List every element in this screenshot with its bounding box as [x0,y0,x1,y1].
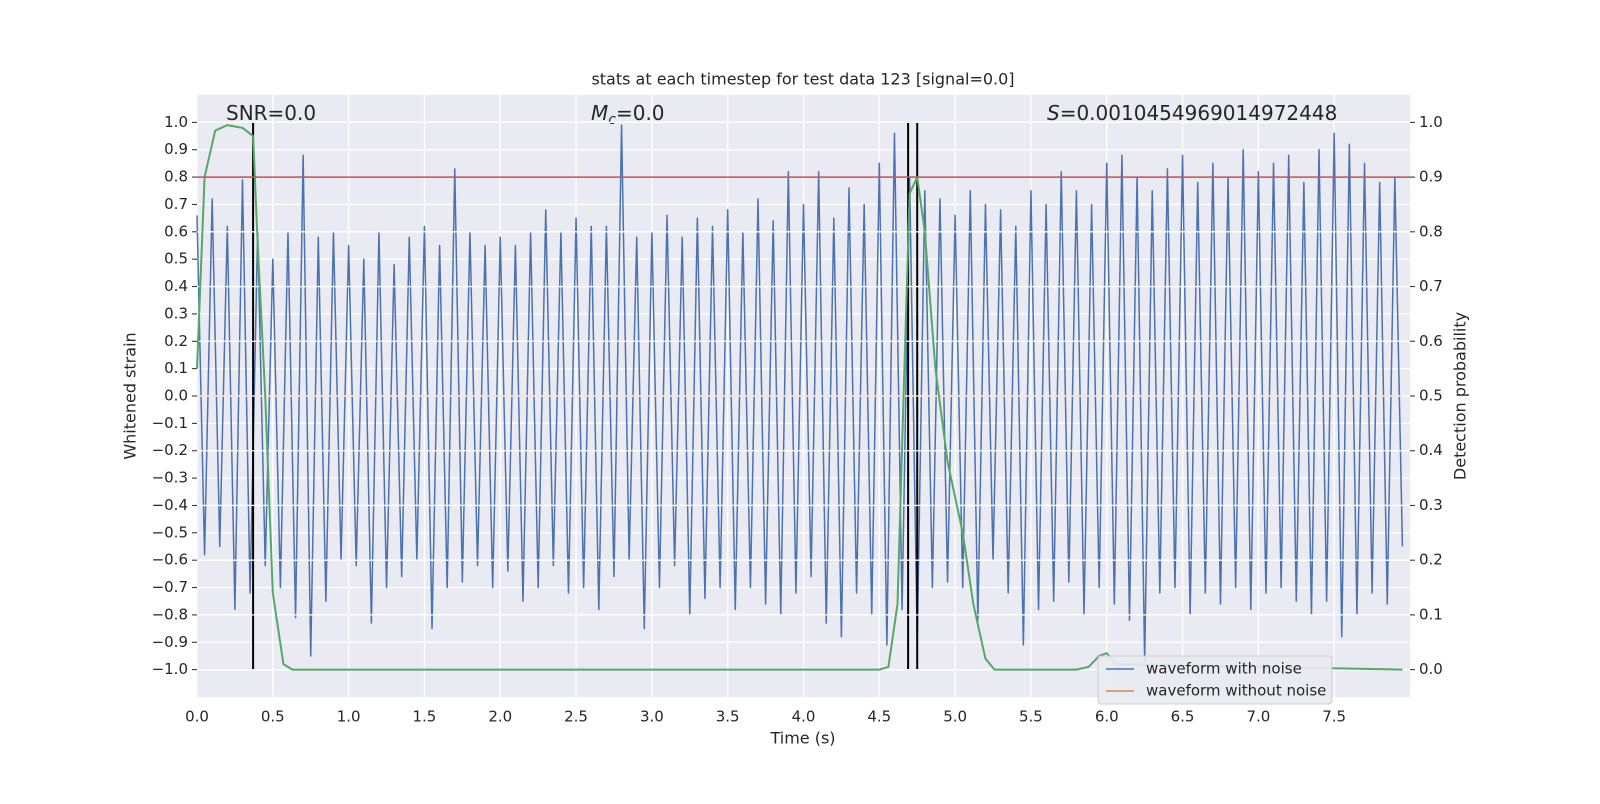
y2-tick-label: 0.8 [1419,222,1443,240]
y-tick-label: −0.3 [152,469,188,487]
y2-tick-label: 0.0 [1419,660,1443,678]
y-tick-label: 0.8 [164,168,188,186]
annotation-part: SNR=0.0 [226,101,316,125]
y-tick-label: 0.7 [164,195,188,213]
legend-label: waveform with noise [1146,660,1302,678]
y-tick-label: −0.5 [152,523,188,541]
y2-tick-label: 0.2 [1419,551,1443,569]
series-line [196,124,1404,663]
annotation-part: =0.0 [616,101,665,125]
x-axis-label: Time (s) [769,729,835,748]
x-tick-label: 3.5 [716,708,740,726]
x-tick-label: 6.5 [1171,708,1195,726]
annotation-part: S [1047,101,1060,125]
y-tick-label: 0.5 [164,250,188,268]
y-axis-label: Whitened strain [121,332,140,459]
y-tick-label: −0.1 [152,414,188,432]
y2-tick-label: 0.9 [1419,168,1443,186]
annotation-part: M [591,101,608,125]
x-tick-label: 1.5 [413,708,437,726]
annotation-part: c [608,112,616,128]
x-tick-label: 0.5 [261,708,285,726]
x-tick-label: 0.0 [185,708,209,726]
y-tick-label: −0.2 [152,441,188,459]
y2-tick-label: 0.6 [1419,332,1443,350]
y-tick-label: 0.4 [164,277,188,295]
y-tick-label: −0.7 [152,578,188,596]
chart-title: stats at each timestep for test data 123… [591,70,1014,89]
y-tick-label: 0.0 [164,387,188,405]
y-tick-label: −1.0 [152,660,188,678]
x-tick-label: 5.0 [943,708,967,726]
y2-tick-label: 0.7 [1419,277,1443,295]
y2-tick-label: 0.4 [1419,441,1443,459]
y-tick-label: 0.1 [164,359,188,377]
y-tick-label: 1.0 [164,113,188,131]
y2-tick-label: 0.5 [1419,387,1443,405]
annotation: SNR=0.0 [226,101,316,125]
legend-box [1097,655,1333,705]
series-line [196,124,1403,671]
annotation-part: =0.0010454969014972448 [1060,101,1338,125]
x-tick-label: 3.0 [640,708,664,726]
y-tick-label: −0.8 [152,605,188,623]
x-tick-label: 2.5 [564,708,588,726]
y-tick-label: 0.2 [164,332,188,350]
x-tick-label: 7.0 [1246,708,1270,726]
y2-tick-label: 0.3 [1419,496,1443,514]
annotation: S=0.0010454969014972448 [1047,101,1337,125]
y2-axis-label: Detection probability [1451,312,1470,480]
x-tick-label: 4.5 [867,708,891,726]
y-tick-label: −0.4 [152,496,188,514]
legend-label: waveform without noise [1146,682,1326,700]
x-tick-label: 2.0 [488,708,512,726]
y-tick-label: 0.9 [164,140,188,158]
x-tick-label: 5.5 [1019,708,1043,726]
x-tick-label: 4.0 [792,708,816,726]
y2-tick-label: 0.1 [1419,605,1443,623]
annotation: Mc=0.0 [591,101,665,129]
x-tick-label: 7.5 [1322,708,1346,726]
y2-tick-label: 1.0 [1419,113,1443,131]
y-tick-label: −0.9 [152,633,188,651]
y-tick-label: −0.6 [152,551,188,569]
y-tick-label: 0.3 [164,304,188,322]
x-tick-label: 1.0 [337,708,361,726]
y-tick-label: 0.6 [164,222,188,240]
x-tick-label: 6.0 [1095,708,1119,726]
